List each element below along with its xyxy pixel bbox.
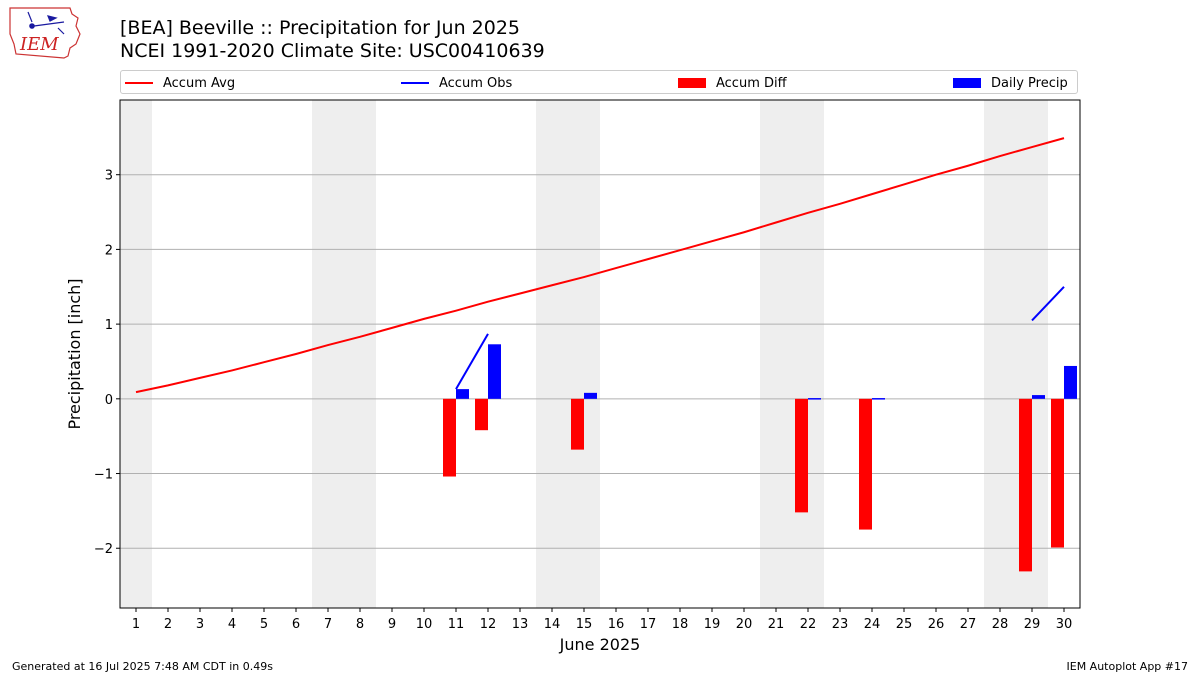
x-tick-label: 28 (992, 617, 1009, 632)
legend-swatch-daily-precip (953, 78, 981, 88)
x-tick-label: 5 (260, 617, 268, 632)
legend-label-accum-avg: Accum Avg (163, 75, 236, 91)
legend-swatch-accum-diff (678, 78, 706, 88)
y-tick-label: 1 (105, 318, 113, 333)
x-tick-label: 24 (864, 617, 881, 632)
weekend-shade-4 (984, 100, 1048, 608)
x-axis-label: June 2025 (559, 635, 641, 654)
iem-logo: IEM (9, 7, 81, 59)
x-tick-label: 19 (704, 617, 721, 632)
weekend-shade-1 (312, 100, 376, 608)
accum-diff-bar (571, 398, 584, 450)
legend-item-accum-diff: Accum Diff (678, 74, 787, 92)
autoplot-app-label: IEM Autoplot App #17 (1066, 660, 1189, 673)
y-tick-label: −1 (94, 468, 113, 483)
x-tick-label: 13 (512, 617, 529, 632)
x-tick-label: 4 (228, 617, 236, 632)
daily-precip-bar (1064, 365, 1077, 399)
legend-swatch-accum-avg (125, 82, 153, 84)
daily-precip-bar (808, 398, 821, 400)
x-tick-label: 16 (608, 617, 625, 632)
accum-diff-bar (859, 398, 872, 530)
weekend-shade-2 (536, 100, 600, 608)
x-tick-label: 29 (1024, 617, 1041, 632)
x-tick-label: 3 (196, 617, 204, 632)
y-tick-label: 2 (105, 243, 113, 258)
y-tick-label: 3 (105, 169, 113, 184)
weekend-shade-0 (120, 100, 152, 608)
legend-label-accum-diff: Accum Diff (716, 75, 787, 91)
x-tick-label: 17 (640, 617, 657, 632)
legend-label-accum-obs: Accum Obs (439, 75, 513, 91)
x-tick-label: 10 (416, 617, 433, 632)
y-tick-label: −2 (94, 542, 113, 557)
daily-precip-bar (456, 389, 469, 399)
accum-diff-bar (443, 398, 456, 477)
accum-diff-bar (1051, 398, 1064, 548)
legend-item-daily-precip: Daily Precip (953, 74, 1068, 92)
daily-precip-bar (1032, 395, 1045, 399)
accum-obs-line-1 (1031, 286, 1065, 322)
x-tick-label: 27 (960, 617, 977, 632)
x-tick-label: 6 (292, 617, 300, 632)
accum-diff-bar (1019, 398, 1032, 572)
x-tick-label: 1 (132, 617, 140, 632)
daily-precip-bar (584, 392, 597, 399)
accum-diff-bar (475, 398, 488, 431)
accum-avg-line (135, 137, 1065, 394)
x-tick-label: 20 (736, 617, 753, 632)
x-tick-label: 26 (928, 617, 945, 632)
plot-frame (119, 99, 1081, 609)
x-tick-label: 18 (672, 617, 689, 632)
legend-item-accum-avg: Accum Avg (125, 74, 235, 92)
weekend-shade-3 (760, 100, 824, 608)
x-tick-label: 23 (832, 617, 849, 632)
daily-precip-bar (488, 344, 501, 399)
y-tick-label: 0 (105, 393, 113, 408)
x-tick-label: 8 (356, 617, 364, 632)
x-tick-label: 14 (544, 617, 561, 632)
chart-subtitle: NCEI 1991-2020 Climate Site: USC00410639 (120, 40, 545, 62)
accum-obs-line-0 (455, 333, 489, 390)
generated-timestamp: Generated at 16 Jul 2025 7:48 AM CDT in … (12, 660, 273, 673)
logo-text: IEM (19, 34, 59, 55)
x-tick-label: 15 (576, 617, 593, 632)
chart-title: [BEA] Beeville :: Precipitation for Jun … (120, 17, 521, 39)
x-tick-label: 7 (324, 617, 332, 632)
x-tick-label: 11 (448, 617, 465, 632)
state-outline-icon (9, 7, 81, 59)
legend-item-accum-obs: Accum Obs (401, 74, 512, 92)
legend-label-daily-precip: Daily Precip (991, 75, 1068, 91)
x-tick-label: 25 (896, 617, 913, 632)
daily-precip-bar (872, 398, 885, 400)
x-tick-label: 21 (768, 617, 785, 632)
x-tick-label: 12 (480, 617, 497, 632)
x-tick-label: 30 (1056, 617, 1073, 632)
chart-legend: Accum Avg Accum Obs Accum Diff Daily Pre… (120, 70, 1078, 94)
x-tick-label: 9 (388, 617, 396, 632)
weather-station-icon (27, 11, 65, 35)
x-tick-label: 2 (164, 617, 172, 632)
legend-swatch-accum-obs (401, 82, 429, 84)
x-tick-label: 22 (800, 617, 817, 632)
accum-diff-bar (795, 398, 808, 513)
y-axis-label: Precipitation [inch] (65, 278, 84, 429)
